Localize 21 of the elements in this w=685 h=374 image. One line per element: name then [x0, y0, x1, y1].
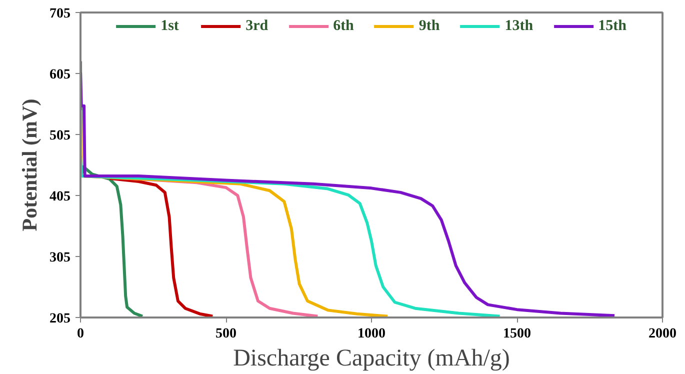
line-series	[108, 176, 214, 318]
legend-label: 15th	[598, 18, 626, 34]
line-series	[80, 70, 616, 318]
x-tick-label: 1500	[503, 326, 531, 342]
y-tick-label: 505	[50, 128, 70, 144]
x-axis-title: Discharge Capacity (mAh/g)	[233, 346, 510, 372]
x-tick-label: 500	[216, 326, 236, 342]
legend-label: 9th	[418, 18, 440, 34]
y-tick-label: 205	[50, 312, 70, 326]
y-axis-title: Potential (mV)	[18, 98, 42, 232]
legend-label: 3rd	[246, 18, 268, 34]
x-tick-label: 2000	[648, 326, 676, 342]
legend-label: 13th	[504, 18, 534, 34]
y-tick-label: 605	[50, 68, 70, 82]
y-tick-label: 305	[50, 250, 70, 266]
y-tick-label: 405	[50, 190, 70, 204]
legend-label: 6th	[333, 18, 354, 34]
x-tick-label: 0	[77, 326, 84, 342]
legend-label: 1st	[160, 18, 180, 34]
x-tick-label: 1000	[358, 326, 386, 342]
y-tick-label: 705	[50, 6, 70, 22]
